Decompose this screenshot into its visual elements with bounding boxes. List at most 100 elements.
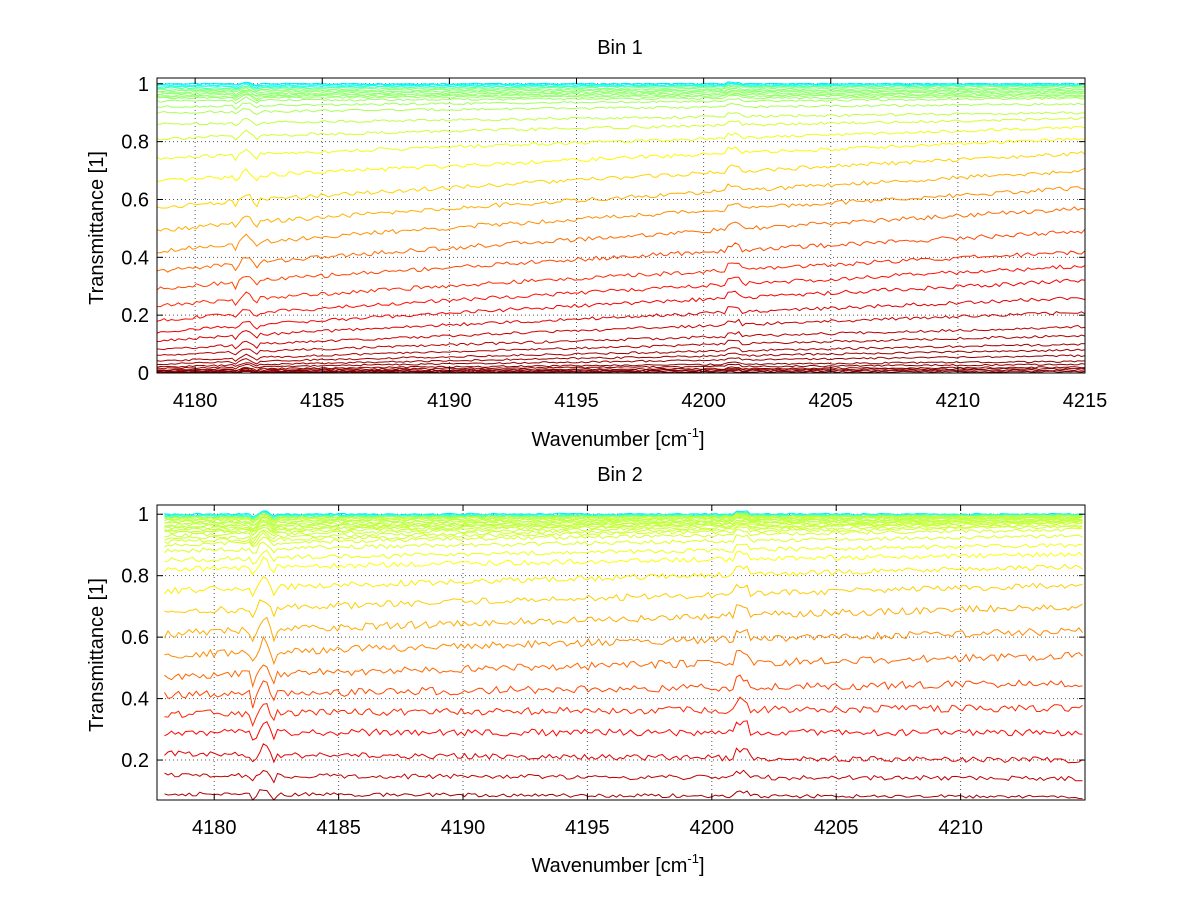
series-line-23 <box>164 533 1083 554</box>
series-line-19 <box>156 151 1086 209</box>
series-line-22 <box>164 527 1083 548</box>
series-line-35 <box>156 363 1086 373</box>
series-line-21 <box>157 186 1086 254</box>
y-tick-label: 0.8 <box>121 132 149 154</box>
series-line-19 <box>164 521 1083 540</box>
series-line-39 <box>157 369 1086 374</box>
series-line-10 <box>164 513 1083 525</box>
series-line-14 <box>156 102 1086 116</box>
series-group <box>156 81 1086 374</box>
y-axis-label: Transmittance [1] <box>86 151 108 305</box>
x-tick-label: 4180 <box>173 390 218 412</box>
series-line-26 <box>164 563 1083 598</box>
x-tick-label: 4210 <box>938 817 983 839</box>
series-line-17 <box>156 125 1086 162</box>
series-line-33 <box>156 354 1086 370</box>
series-line-34 <box>156 360 1086 372</box>
y-axis-ticks: 0 0.2 0.4 0.6 0.8 1 <box>121 74 1085 385</box>
series-line-20 <box>156 168 1086 232</box>
series-line-26 <box>156 278 1086 334</box>
series-line-6 <box>156 86 1086 93</box>
series-line-28 <box>156 311 1086 351</box>
x-tick-label: 4215 <box>1063 390 1108 412</box>
y-axis-label: Transmittance [1] <box>86 578 108 732</box>
series-line-9 <box>156 90 1086 98</box>
x-axis-label: Wavenumber [cm-1] <box>531 425 704 451</box>
series-line-25 <box>164 550 1083 576</box>
axes-frame <box>156 77 1086 374</box>
series-line-7 <box>156 87 1086 95</box>
axes-frame <box>156 504 1086 801</box>
series-line-34 <box>164 743 1083 764</box>
series-group <box>164 510 1083 801</box>
y-tick-label: 0.4 <box>121 247 149 269</box>
series-line-37 <box>156 367 1086 374</box>
x-axis-ticks: 4180 4185 4190 4195 4200 4205 4210 <box>192 505 983 839</box>
chart-bin-1: Bin 1 4180 4185 4190 4195 4200 4205 4210 4215 0… <box>86 37 1107 451</box>
series-line-27 <box>156 296 1086 342</box>
y-tick-label: 0.2 <box>121 305 149 327</box>
x-tick-label: 4190 <box>441 817 486 839</box>
series-line-28 <box>164 603 1083 643</box>
series-line-27 <box>164 582 1083 619</box>
series-line-31 <box>156 343 1086 366</box>
x-tick-label: 4205 <box>809 390 854 412</box>
series-line-23 <box>156 228 1086 291</box>
series-line-4 <box>156 84 1086 90</box>
series-line-1 <box>156 81 1086 87</box>
series-line-29 <box>164 627 1083 666</box>
series-line-3 <box>156 82 1085 90</box>
y-tick-label: 0.2 <box>121 750 149 772</box>
series-line-5 <box>156 84 1086 92</box>
chart-title: Bin 2 <box>597 464 643 486</box>
y-tick-label: 0 <box>138 363 149 385</box>
x-tick-label: 4195 <box>565 817 610 839</box>
series-line-2 <box>156 82 1086 88</box>
y-tick-label: 0.6 <box>121 189 149 211</box>
x-tick-label: 4185 <box>316 817 361 839</box>
series-line-36 <box>164 789 1083 801</box>
series-line-12 <box>156 94 1086 105</box>
series-line-11 <box>164 515 1083 526</box>
series-line-18 <box>164 521 1083 537</box>
series-line-25 <box>156 264 1086 322</box>
x-tick-label: 4185 <box>300 390 345 412</box>
x-tick-label: 4200 <box>681 390 726 412</box>
series-line-29 <box>157 324 1086 356</box>
chart-title: Bin 1 <box>597 37 643 59</box>
x-tick-label: 4190 <box>427 390 472 412</box>
series-line-15 <box>156 111 1086 127</box>
series-line-30 <box>156 334 1086 362</box>
series-line-33 <box>164 720 1083 741</box>
x-tick-label: 4200 <box>690 817 735 839</box>
y-tick-label: 0.8 <box>121 566 149 588</box>
y-tick-label: 0.6 <box>121 627 149 649</box>
x-tick-label: 4195 <box>554 390 599 412</box>
series-line-32 <box>156 348 1086 368</box>
series-line-17 <box>164 520 1083 536</box>
y-tick-label: 0.4 <box>121 689 149 711</box>
series-line-20 <box>164 523 1083 545</box>
x-tick-label: 4210 <box>936 390 981 412</box>
x-axis-label-superscript: -1 <box>687 851 699 866</box>
series-line-24 <box>157 250 1086 308</box>
series-line-35 <box>164 769 1083 784</box>
series-line-16 <box>156 116 1086 141</box>
series-line-31 <box>164 674 1083 709</box>
chart-bin-2: Bin 2 4180 4185 4190 4195 4200 4205 4210 0.20.… <box>86 464 1086 877</box>
x-axis-label-superscript: -1 <box>687 425 699 440</box>
series-line-24 <box>164 543 1083 565</box>
series-line-22 <box>156 206 1086 273</box>
x-axis-label: Wavenumber [cm-1] <box>531 851 704 877</box>
y-tick-label: 1 <box>138 74 149 96</box>
y-axis-ticks: 0.2 0.4 0.6 0.8 1 <box>121 504 1085 772</box>
series-line-13 <box>156 96 1086 110</box>
x-tick-label: 4205 <box>814 817 859 839</box>
series-line-21 <box>164 525 1083 547</box>
x-axis-ticks: 4180 4185 4190 4195 4200 4205 4210 4215 <box>173 78 1107 412</box>
y-tick-label: 1 <box>138 504 149 526</box>
x-tick-label: 4180 <box>192 817 237 839</box>
series-line-11 <box>156 93 1086 102</box>
